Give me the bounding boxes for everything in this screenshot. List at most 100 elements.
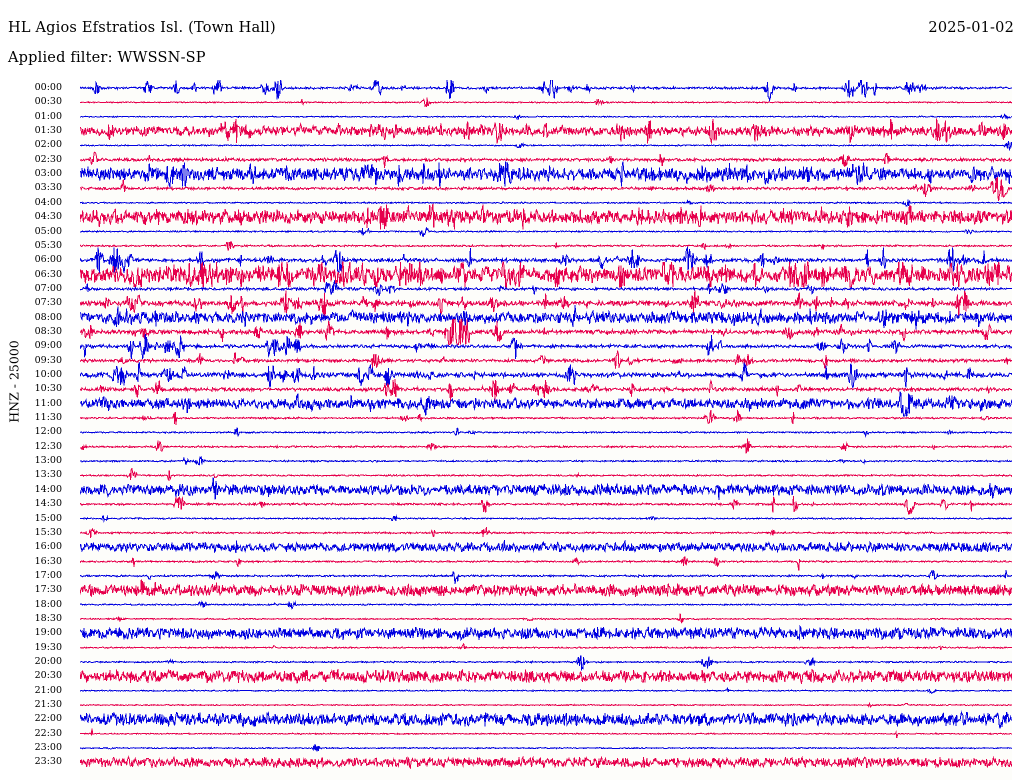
time-label: 00:00 — [34, 82, 62, 93]
seismic-trace — [80, 177, 1012, 201]
time-label: 11:00 — [34, 397, 62, 409]
seismic-trace — [80, 97, 1012, 108]
time-label: 21:00 — [34, 684, 62, 696]
seismic-trace — [80, 240, 1012, 251]
time-label: 03:00 — [34, 168, 62, 180]
seismic-trace — [80, 477, 1012, 501]
seismic-trace — [80, 361, 1012, 390]
helicorder-plot: HNZ - 25000 00:00 00:30 01:00 01:30 02:00 02:… — [0, 80, 1024, 780]
seismic-trace — [80, 526, 1012, 539]
time-label: 10:00 — [34, 369, 62, 380]
seismic-trace — [80, 245, 1012, 274]
time-label: 02:30 — [34, 153, 62, 165]
time-label: 18:00 — [34, 598, 62, 610]
seismic-trace — [80, 279, 1012, 296]
seismic-trace — [80, 613, 1012, 624]
time-label: 16:00 — [34, 541, 62, 553]
time-label: 21:30 — [34, 699, 62, 711]
time-label: 20:00 — [34, 656, 62, 667]
seismic-trace — [80, 642, 1012, 651]
seismic-trace — [80, 600, 1012, 610]
seismic-trace — [80, 118, 1012, 144]
time-label: 13:30 — [34, 469, 62, 481]
time-label: 23:00 — [34, 742, 62, 754]
seismic-trace — [80, 260, 1012, 289]
time-label: 11:30 — [34, 412, 62, 424]
seismic-trace — [80, 226, 1012, 238]
applied-filter-label: Applied filter: WWSSN-SP — [8, 50, 206, 66]
seismic-trace — [80, 198, 1012, 207]
time-label: 18:30 — [34, 612, 62, 624]
seismic-trace — [80, 161, 1012, 189]
time-label: 03:30 — [34, 182, 62, 194]
seismic-trace — [80, 728, 1012, 739]
time-label: 22:00 — [34, 713, 62, 725]
time-label: 07:30 — [34, 297, 62, 309]
time-label: 07:00 — [34, 282, 62, 294]
trace-group — [80, 80, 1012, 770]
seismic-trace — [80, 556, 1012, 571]
time-label: 19:30 — [34, 641, 62, 653]
time-label: 23:30 — [34, 756, 62, 768]
seismic-trace — [80, 427, 1012, 438]
seismic-trace — [80, 438, 1012, 454]
time-label: 09:00 — [34, 340, 62, 352]
seismic-trace — [80, 350, 1012, 369]
time-label: 10:30 — [34, 383, 62, 395]
time-label: 14:00 — [34, 483, 62, 495]
seismic-trace — [80, 391, 1012, 417]
seismic-trace — [80, 318, 1012, 345]
time-label: 09:30 — [34, 354, 62, 366]
time-label: 12:00 — [34, 426, 62, 438]
trace-canvas — [80, 80, 1012, 780]
time-label: 05:00 — [34, 225, 62, 237]
seismic-trace — [80, 744, 1012, 752]
record-date: 2025-01-02 — [928, 20, 1014, 36]
time-label: 20:30 — [34, 670, 62, 682]
time-label: 14:30 — [34, 498, 62, 510]
time-label: 00:30 — [34, 96, 62, 108]
time-label: 06:00 — [34, 254, 62, 266]
time-label: 04:00 — [34, 196, 62, 208]
seismic-trace — [80, 687, 1012, 695]
seismic-trace — [80, 710, 1012, 729]
seismic-trace — [80, 467, 1012, 482]
time-label: 19:00 — [34, 627, 62, 639]
time-label: 08:00 — [34, 311, 62, 323]
seismic-trace — [80, 203, 1012, 230]
seismic-trace — [80, 569, 1012, 584]
seismic-trace — [80, 624, 1012, 641]
time-label: 22:30 — [34, 727, 62, 739]
time-label: 17:00 — [34, 569, 62, 581]
seismic-trace — [80, 113, 1012, 121]
time-label: 15:30 — [34, 526, 62, 538]
time-label: 17:30 — [34, 584, 62, 596]
seismic-trace — [80, 514, 1012, 523]
time-label: 06:30 — [34, 268, 62, 280]
time-label: 01:30 — [34, 125, 62, 137]
seismic-trace — [80, 305, 1012, 330]
seismic-trace — [80, 80, 1012, 102]
time-label: 08:30 — [34, 325, 62, 337]
seismic-trace — [80, 334, 1012, 359]
time-axis: 00:00 00:30 01:00 01:30 02:00 02:30 03:00 03:30… — [0, 80, 80, 780]
seismic-trace — [80, 539, 1012, 554]
seismic-trace — [80, 495, 1012, 515]
seismic-trace — [80, 701, 1012, 709]
time-label: 02:00 — [34, 139, 62, 151]
time-label: 01:00 — [34, 110, 62, 122]
time-label: 04:30 — [34, 211, 62, 223]
seismic-trace — [80, 379, 1012, 402]
time-label: 05:30 — [34, 239, 62, 251]
seismic-trace — [80, 141, 1012, 152]
time-label: 12:30 — [34, 440, 62, 452]
seismic-trace — [80, 579, 1012, 598]
time-label: 15:00 — [34, 512, 62, 524]
seismic-trace — [80, 151, 1012, 169]
page-title: HL Agios Efstratios Isl. (Town Hall) — [8, 20, 276, 36]
seismic-trace — [80, 290, 1012, 316]
seismic-trace — [80, 755, 1012, 770]
seismic-trace — [80, 668, 1012, 686]
time-label: 13:00 — [34, 455, 62, 467]
